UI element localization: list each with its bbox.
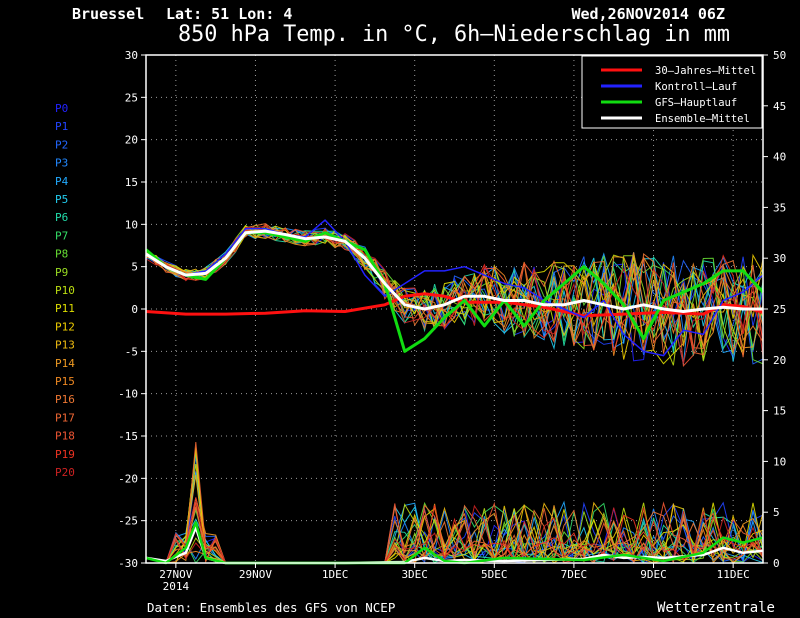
left-axis-tick-label: -10 (118, 388, 138, 401)
member-label-p2: P2 (55, 138, 68, 151)
right-axis-tick-label: 0 (773, 557, 780, 570)
run-timestamp: Wed,26NOV2014 06Z (571, 5, 725, 23)
right-axis-tick-label: 15 (773, 405, 786, 418)
legend-entry-label: 30–Jahres–Mittel (655, 65, 756, 77)
x-axis-tick-label: 2014 (163, 580, 190, 593)
legend-entry-label: Kontroll–Lauf (655, 81, 737, 93)
member-list: P0 P1 P2 P3 P4 P5 P6 P7 P8 P9 P10 P11 P12 P13 P14 P15 P1… (55, 102, 75, 479)
left-axis-tick-label: 10 (125, 218, 138, 231)
x-axis-tick-label: 11DEC (717, 568, 750, 581)
right-axis-tick-label: 30 (773, 252, 786, 265)
right-axis-tick-label: 5 (773, 506, 780, 519)
member-label-p9: P9 (55, 266, 68, 279)
member-label-p10: P10 (55, 284, 75, 297)
x-axis-tick-label: 1DEC (322, 568, 349, 581)
legend-box (581, 55, 763, 129)
right-axis-tick-label: 10 (773, 455, 786, 468)
right-axis-tick-label: 45 (773, 100, 786, 113)
member-label-p4: P4 (55, 175, 69, 188)
axes: 302520151050-5-10-15-20-25-3050454035302… (118, 49, 786, 593)
member-label-p6: P6 (55, 211, 68, 224)
left-axis-tick-label: 30 (125, 49, 138, 62)
left-axis-tick-label: 15 (125, 176, 138, 189)
legend-entry-label: GFS–Hauptlauf (655, 97, 737, 109)
main-series (145, 219, 765, 565)
member-label-p7: P7 (55, 229, 68, 242)
series-line-1 (145, 219, 764, 357)
chart-title: 850 hPa Temp. in °C, 6h–Niederschlag in … (178, 22, 730, 47)
left-axis-tick-label: -5 (125, 345, 138, 358)
x-axis-tick-label: 7DEC (561, 568, 588, 581)
location-label: Bruessel (72, 5, 144, 23)
right-axis-tick-label: 50 (773, 49, 786, 62)
member-label-p14: P14 (55, 357, 75, 370)
legend: 30–Jahres–Mittel Kontroll–Lauf GFS–Hauptla… (581, 55, 763, 129)
left-axis-tick-label: -30 (118, 557, 138, 570)
x-axis-tick-label: 3DEC (401, 568, 428, 581)
member-label-p0: P0 (55, 102, 68, 115)
right-axis-tick-label: 20 (773, 354, 786, 367)
left-axis-tick-label: 20 (125, 134, 138, 147)
left-axis-tick-label: 25 (125, 91, 138, 104)
data-source-note: Daten: Ensembles des GFS von NCEP (147, 600, 395, 615)
member-label-p20: P20 (55, 466, 75, 479)
member-label-p12: P12 (55, 320, 75, 333)
precip-line-1 (145, 521, 764, 565)
left-axis-tick-label: -15 (118, 430, 138, 443)
member-label-p19: P19 (55, 448, 75, 461)
member-label-p13: P13 (55, 339, 75, 352)
left-axis-tick-label: 0 (131, 303, 138, 316)
brand-label: Wetterzentrale (657, 600, 775, 616)
x-axis-tick-label: 5DEC (481, 568, 508, 581)
member-label-p5: P5 (55, 193, 68, 206)
series-line-3 (145, 229, 763, 313)
x-axis-tick-label: 29NOV (239, 568, 272, 581)
right-axis-tick-label: 35 (773, 201, 786, 214)
member-label-p15: P15 (55, 375, 75, 388)
lat-lon-label: Lat: 51 Lon: 4 (166, 5, 292, 23)
x-axis-tick-label: 9DEC (640, 568, 667, 581)
x-axis-tick-label: 27NOV (159, 568, 192, 581)
left-axis-tick-label: -25 (118, 515, 138, 528)
right-axis-tick-label: 40 (773, 151, 786, 164)
left-axis-tick-label: -20 (118, 472, 138, 485)
member-label-p18: P18 (55, 430, 75, 443)
left-axis-tick-label: 5 (131, 261, 138, 274)
member-label-p11: P11 (55, 302, 75, 315)
member-label-p1: P1 (55, 120, 68, 133)
right-axis-tick-label: 25 (773, 303, 786, 316)
member-label-p17: P17 (55, 411, 75, 424)
legend-entry-label: Ensemble–Mittel (655, 113, 750, 125)
member-label-p3: P3 (55, 157, 68, 170)
member-label-p8: P8 (55, 248, 68, 261)
member-label-p16: P16 (55, 393, 75, 406)
